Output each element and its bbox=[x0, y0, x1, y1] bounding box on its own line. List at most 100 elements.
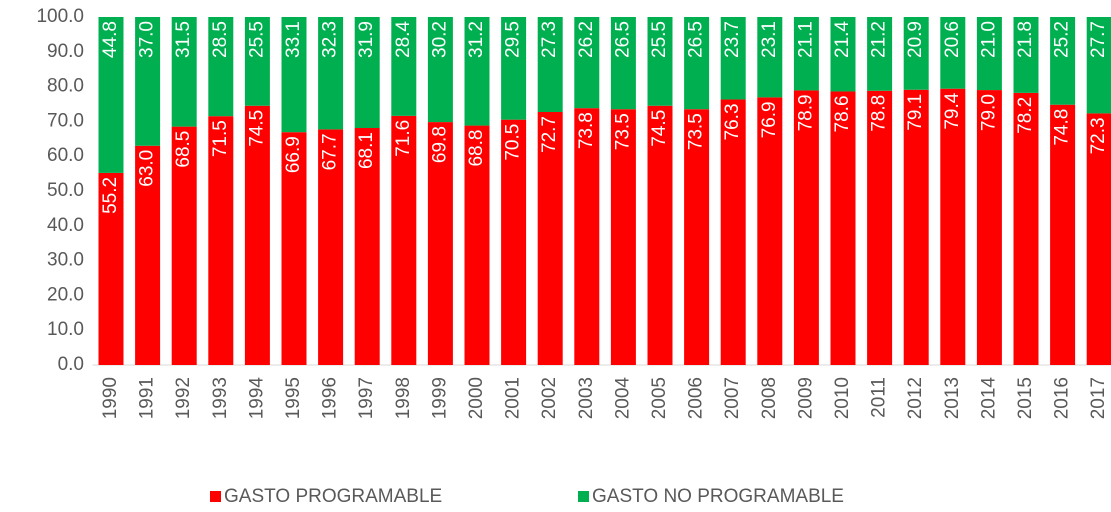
bar-segment bbox=[1086, 17, 1111, 114]
bar-segment bbox=[98, 17, 124, 173]
data-label: 72.7 bbox=[539, 116, 560, 153]
bar-segment bbox=[537, 17, 563, 113]
data-label: 37.0 bbox=[137, 21, 158, 58]
data-label: 44.8 bbox=[100, 21, 121, 58]
bar-segment bbox=[574, 108, 600, 366]
data-label: 28.4 bbox=[393, 21, 414, 58]
bar-segment bbox=[757, 97, 783, 365]
data-label: 31.2 bbox=[466, 21, 487, 58]
y-tick-label: 20.0 bbox=[47, 284, 84, 305]
data-label: 74.8 bbox=[1052, 109, 1073, 146]
data-label: 33.1 bbox=[283, 21, 304, 58]
bar-segment bbox=[135, 145, 161, 365]
data-label: 21.0 bbox=[978, 21, 999, 58]
x-tick-label: 1997 bbox=[356, 377, 377, 419]
bar-segment bbox=[647, 17, 673, 106]
bar-segment bbox=[1050, 104, 1076, 366]
bar-segment bbox=[830, 17, 856, 92]
data-label: 73.5 bbox=[686, 113, 707, 150]
x-tick-label: 1994 bbox=[246, 377, 267, 420]
data-label: 55.2 bbox=[100, 177, 121, 214]
bar-segment bbox=[464, 125, 490, 366]
x-tick-label: 2011 bbox=[869, 377, 890, 418]
data-label: 79.0 bbox=[978, 94, 999, 131]
x-tick-label: 2003 bbox=[576, 377, 597, 419]
x-tick-label: 2017 bbox=[1088, 377, 1109, 419]
data-label: 73.8 bbox=[576, 112, 597, 149]
bar-segment bbox=[976, 17, 1002, 91]
bar-segment bbox=[354, 128, 380, 365]
bar-segment bbox=[427, 122, 453, 365]
data-label: 23.1 bbox=[759, 21, 780, 58]
x-tick-label: 2000 bbox=[466, 377, 487, 419]
y-tick-label: 80.0 bbox=[47, 76, 84, 97]
x-tick-label: 2015 bbox=[1015, 377, 1036, 419]
data-label: 25.2 bbox=[1052, 21, 1073, 58]
data-label: 73.5 bbox=[612, 113, 633, 150]
x-tick-label: 2004 bbox=[612, 377, 633, 420]
bar-segment bbox=[135, 17, 161, 146]
bar-segment bbox=[1086, 113, 1111, 366]
bar-segment bbox=[281, 17, 307, 133]
y-tick-label: 10.0 bbox=[47, 319, 84, 340]
x-tick-label: 1992 bbox=[173, 377, 194, 419]
bar-segment bbox=[244, 17, 270, 106]
x-tick-label: 1993 bbox=[210, 377, 231, 419]
data-label: 66.9 bbox=[283, 136, 304, 173]
bar-segment bbox=[940, 17, 966, 89]
bar-segment bbox=[684, 109, 710, 365]
bar-segment bbox=[903, 17, 929, 90]
data-label: 79.1 bbox=[905, 94, 926, 131]
x-tick-label: 1995 bbox=[283, 377, 304, 419]
data-label: 68.1 bbox=[356, 132, 377, 169]
bar-segment bbox=[427, 17, 453, 123]
y-tick-label: 40.0 bbox=[47, 215, 84, 236]
data-label: 71.6 bbox=[393, 120, 414, 157]
data-label: 26.5 bbox=[612, 21, 633, 58]
bar-segment bbox=[684, 17, 710, 110]
bar-segment bbox=[1013, 92, 1039, 365]
data-label: 71.5 bbox=[210, 120, 231, 157]
bar-segment bbox=[940, 88, 966, 366]
y-tick-label: 60.0 bbox=[47, 145, 84, 166]
x-tick-label: 1999 bbox=[429, 377, 450, 419]
bar-segment bbox=[976, 90, 1002, 365]
bar-segment bbox=[318, 129, 344, 365]
x-tick-label: 2009 bbox=[795, 377, 816, 419]
data-label: 21.2 bbox=[869, 21, 890, 58]
x-tick-label: 2016 bbox=[1052, 377, 1073, 419]
data-label: 74.5 bbox=[649, 110, 670, 147]
bar-segment bbox=[903, 89, 929, 366]
data-label: 76.9 bbox=[759, 101, 780, 138]
bar-segment bbox=[830, 91, 856, 366]
data-label: 27.3 bbox=[539, 21, 560, 58]
x-tick-label: 2005 bbox=[649, 377, 670, 419]
data-label: 32.3 bbox=[320, 21, 341, 58]
bar-segment bbox=[391, 115, 417, 365]
bar-segment bbox=[1050, 17, 1076, 105]
data-label: 74.5 bbox=[246, 110, 267, 147]
legend-swatch bbox=[578, 491, 589, 502]
data-label: 78.2 bbox=[1015, 97, 1036, 134]
data-label: 78.9 bbox=[795, 94, 816, 131]
x-tick-label: 2013 bbox=[942, 377, 963, 419]
data-label: 31.9 bbox=[356, 21, 377, 58]
bar-segment bbox=[574, 17, 600, 109]
bar-segment bbox=[537, 112, 563, 365]
y-tick-label: 90.0 bbox=[47, 41, 84, 62]
y-tick-label: 30.0 bbox=[47, 250, 84, 271]
data-label: 76.3 bbox=[722, 103, 743, 140]
bar-segment bbox=[281, 132, 307, 365]
data-label: 68.8 bbox=[466, 130, 487, 167]
x-tick-label: 2014 bbox=[978, 377, 999, 420]
data-label: 25.5 bbox=[246, 21, 267, 58]
y-tick-label: 100.0 bbox=[36, 6, 84, 27]
bar-segment bbox=[867, 90, 893, 365]
bar-segment bbox=[354, 17, 380, 129]
x-tick-label: 1996 bbox=[320, 377, 341, 419]
data-label: 27.7 bbox=[1088, 21, 1109, 58]
x-tick-label: 1998 bbox=[393, 377, 414, 419]
data-label: 21.1 bbox=[795, 21, 816, 58]
x-tick-label: 2008 bbox=[759, 377, 780, 419]
x-tick-label: 1991 bbox=[137, 377, 158, 419]
